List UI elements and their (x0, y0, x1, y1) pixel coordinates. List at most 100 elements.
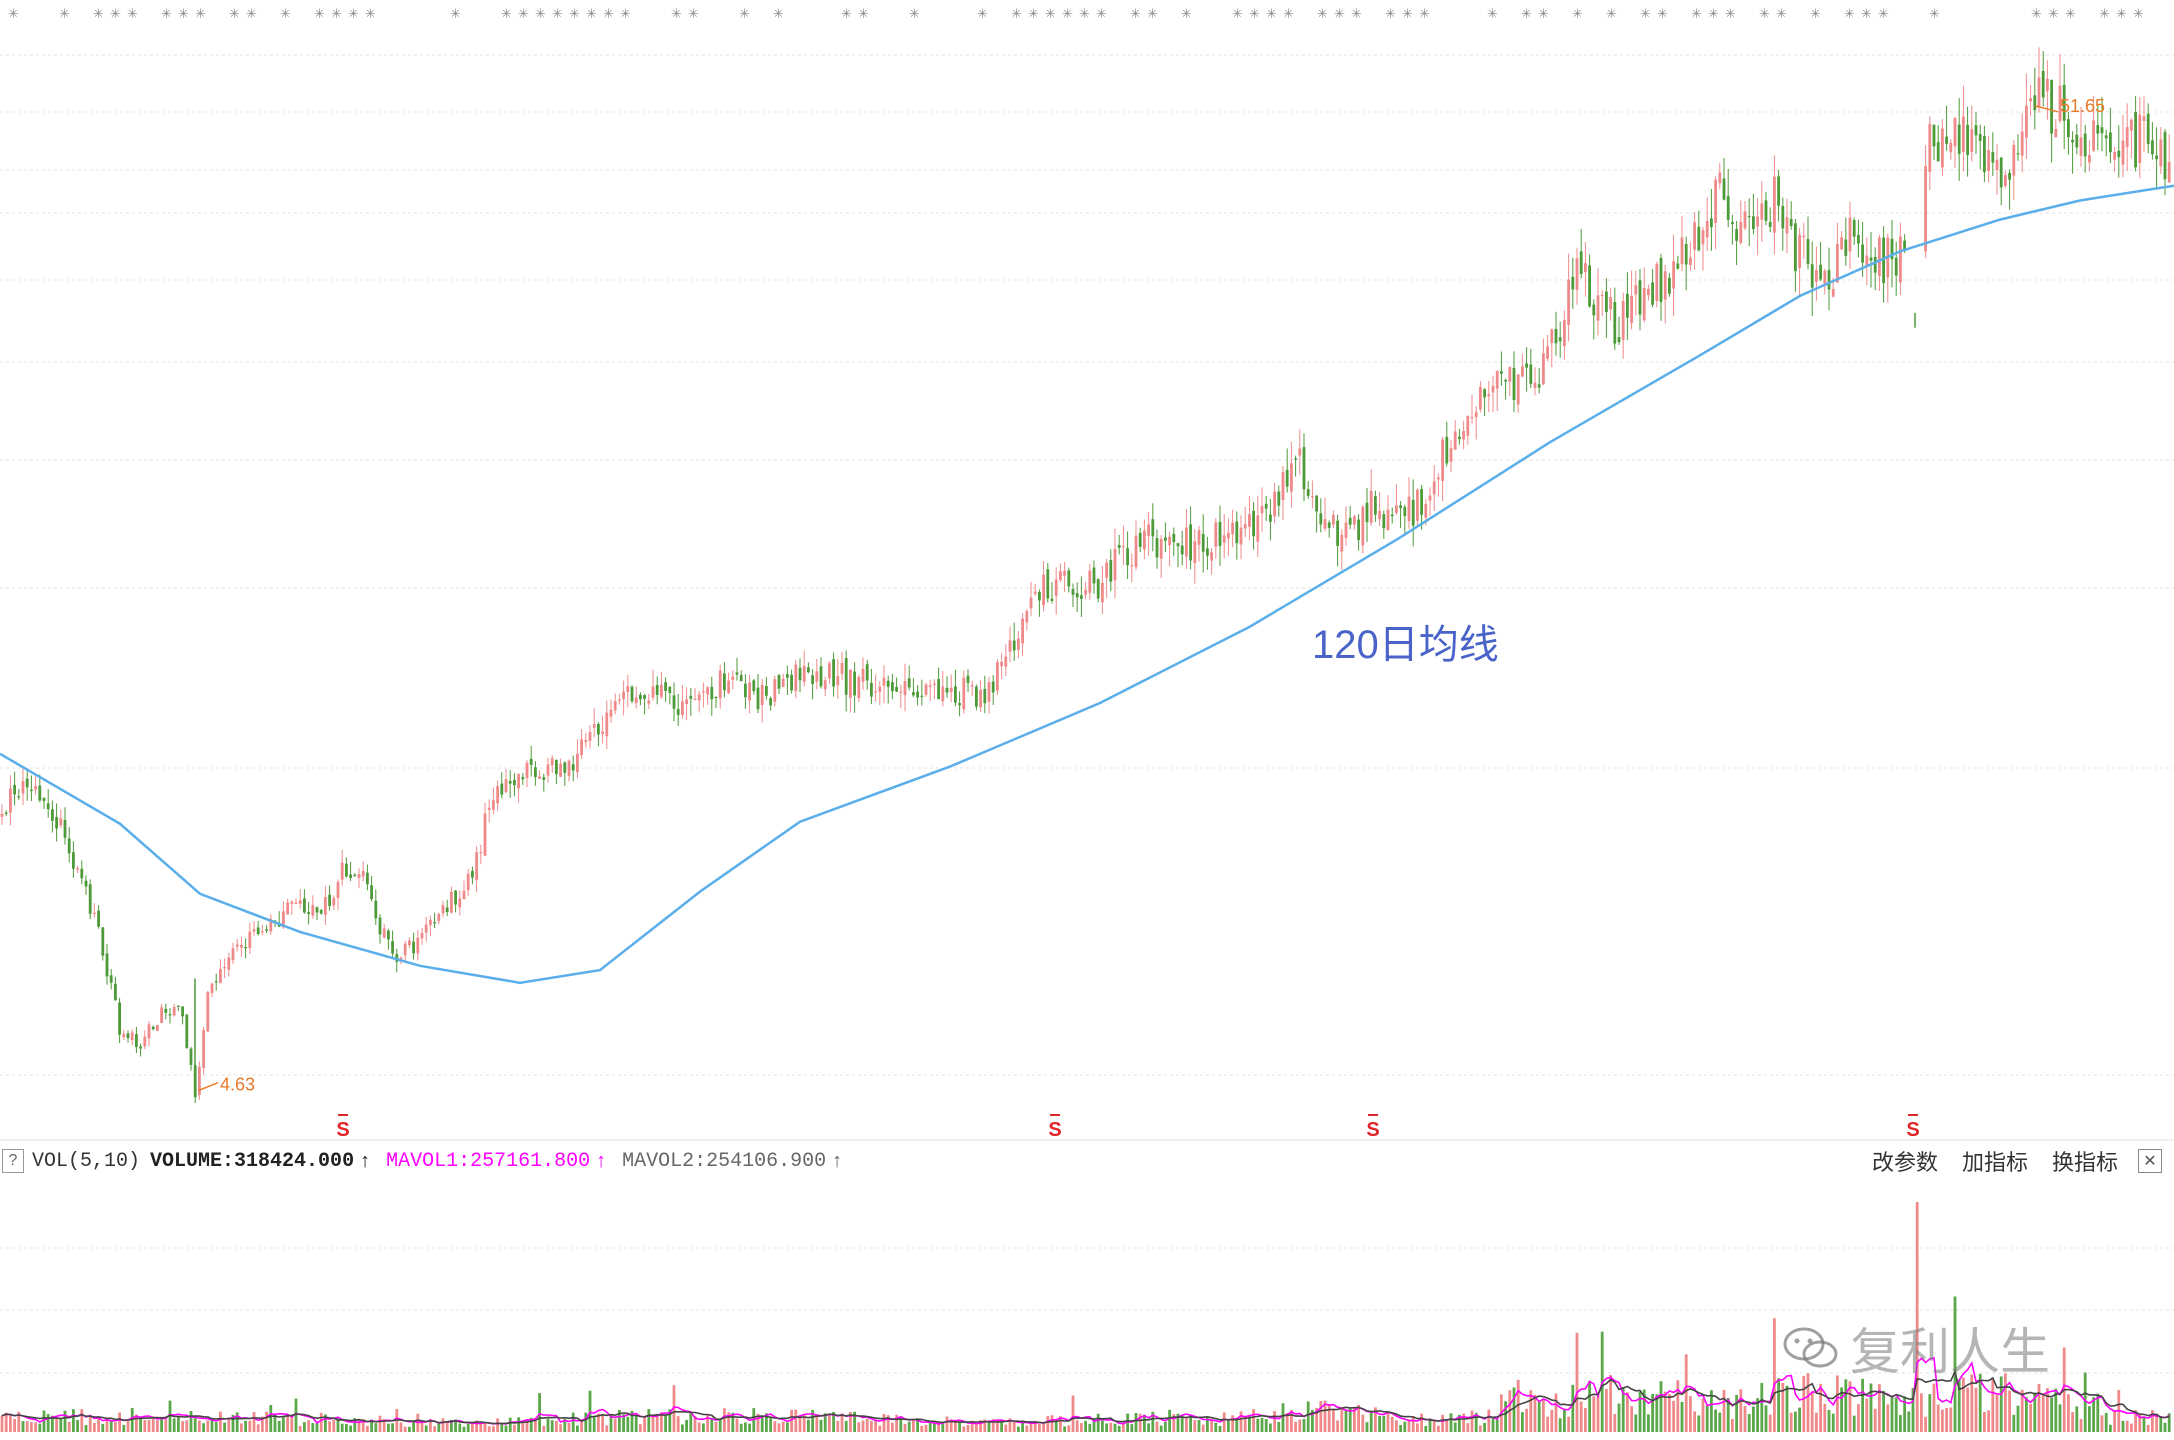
candle-body (1353, 516, 1356, 525)
candle-body (1768, 222, 1772, 227)
candle-body (1806, 239, 1810, 264)
volume-bar (1180, 1415, 1184, 1432)
volume-bar (899, 1417, 903, 1432)
candle-body (1008, 640, 1012, 652)
top-marker-bar: ✳ ✳ ✳ ✳ ✳ ✳ ✳ ✳ ✳ ✳ ✳ ✳ ✳ ✳ ✳ ✳ ✳ ✳ ✳ ✳ ✳ ✳ ✳ ✳ ✳ ✳ ✳ ✳ ✳ ✳ ✳ ✳ ✳ ✳ ✳ ✳ ✳ ✳ ✳ ✳… (8, 6, 2144, 21)
candle-body (529, 758, 533, 765)
volume-bar (1491, 1417, 1495, 1432)
candle-body (744, 683, 747, 698)
top-marker-glyph: ✳ (1878, 6, 1889, 21)
candle-body (727, 680, 730, 694)
candle-body (151, 1026, 155, 1030)
candle-body (114, 983, 117, 1001)
volume-bar (1617, 1403, 1621, 1432)
volume-bar (1080, 1423, 1083, 1432)
candle-body (357, 874, 361, 878)
volume-bar (1987, 1410, 1990, 1432)
volume-bar (811, 1409, 814, 1432)
top-marker-glyph: ✳ (1011, 6, 1022, 21)
candle-body (1290, 463, 1293, 492)
candle-body (765, 686, 768, 696)
candle-body (1264, 503, 1268, 509)
top-marker-glyph: ✳ (518, 6, 529, 21)
candle-body (181, 1006, 184, 1017)
volume-bar (277, 1420, 281, 1432)
volume-bar (1281, 1403, 1285, 1432)
candle-body (2050, 79, 2053, 134)
candle-body (1777, 176, 1780, 206)
candle-body (836, 676, 840, 686)
volume-bar (1903, 1396, 1906, 1432)
watermark: 复利人生 (1782, 1312, 2050, 1384)
volume-bar (1327, 1405, 1331, 1432)
volume-bar (1588, 1380, 1591, 1432)
candle-body (1752, 216, 1755, 230)
price-gridlines (0, 54, 2174, 1076)
volume-bar (1655, 1394, 1659, 1432)
volume-bar (2109, 1424, 2112, 1432)
volume-bar (46, 1413, 50, 1432)
volume-bar (1273, 1411, 1276, 1432)
high-low-markers: 4.63 51.65 (197, 96, 2105, 1095)
candle-body (1474, 412, 1478, 418)
candle-body (219, 968, 222, 984)
volume-bar (1802, 1375, 1806, 1432)
candle-body (1113, 548, 1117, 581)
volume-bar (408, 1426, 411, 1432)
volume-bar (252, 1412, 256, 1432)
mavol1-value: MAVOL1:257161.800 (386, 1149, 591, 1173)
candle-body (420, 932, 424, 939)
volume-bar (1071, 1395, 1075, 1432)
candle-body (714, 696, 718, 699)
candle-body (1311, 495, 1314, 498)
candle-body (17, 796, 21, 798)
volume-bar (655, 1413, 659, 1432)
candle-body (819, 666, 823, 687)
candle-body (63, 819, 67, 838)
volume-bar (244, 1420, 247, 1432)
candle-body (1705, 221, 1709, 238)
candle-body (1432, 481, 1436, 495)
volume-bar (445, 1421, 449, 1432)
help-button[interactable]: ? (2, 1149, 24, 1173)
candle-body (1390, 514, 1394, 517)
candle-body (550, 758, 554, 766)
candle-body (1651, 282, 1654, 305)
switch-indicator-button[interactable]: 换指标 (2051, 1150, 2118, 1175)
volume-bar (727, 1412, 730, 1432)
candle-body (307, 912, 310, 915)
candle-body (1134, 535, 1138, 568)
candle-body (1256, 515, 1260, 542)
candle-body (1567, 279, 1570, 325)
volume-bar (1206, 1417, 1209, 1432)
candle-body (1546, 346, 1549, 359)
candle-body (1991, 151, 1995, 163)
candle-body (916, 691, 919, 698)
candle-body (1495, 370, 1499, 389)
close-icon[interactable]: ✕ (2138, 1149, 2162, 1173)
candle-body (126, 1033, 130, 1039)
edit-params-button[interactable]: 改参数 (1871, 1150, 1938, 1175)
volume-bar (1038, 1424, 1041, 1432)
volume-bar (660, 1412, 663, 1432)
top-marker-glyph: ✳ (2116, 6, 2127, 21)
candle-body (1634, 285, 1638, 295)
volume-bar (874, 1419, 877, 1432)
candle-body (328, 894, 331, 907)
candle-body (80, 868, 84, 879)
volume-bar (1365, 1422, 1369, 1432)
add-indicator-button[interactable]: 加指标 (1961, 1150, 2028, 1175)
candle-body (244, 946, 247, 949)
volume-bar (1752, 1406, 1755, 1432)
candle-body (1143, 530, 1146, 550)
candle-body (1147, 524, 1150, 536)
candle-body (458, 898, 462, 908)
top-marker-glyph: ✳ (841, 6, 852, 21)
volume-bar (1256, 1418, 1260, 1432)
candle-body (882, 677, 886, 686)
volume-bar (1159, 1425, 1163, 1432)
top-marker-glyph: ✳ (1691, 6, 1702, 21)
volume-bar (1294, 1421, 1297, 1432)
volume-bar (987, 1421, 991, 1432)
top-marker-glyph: ✳ (569, 6, 580, 21)
